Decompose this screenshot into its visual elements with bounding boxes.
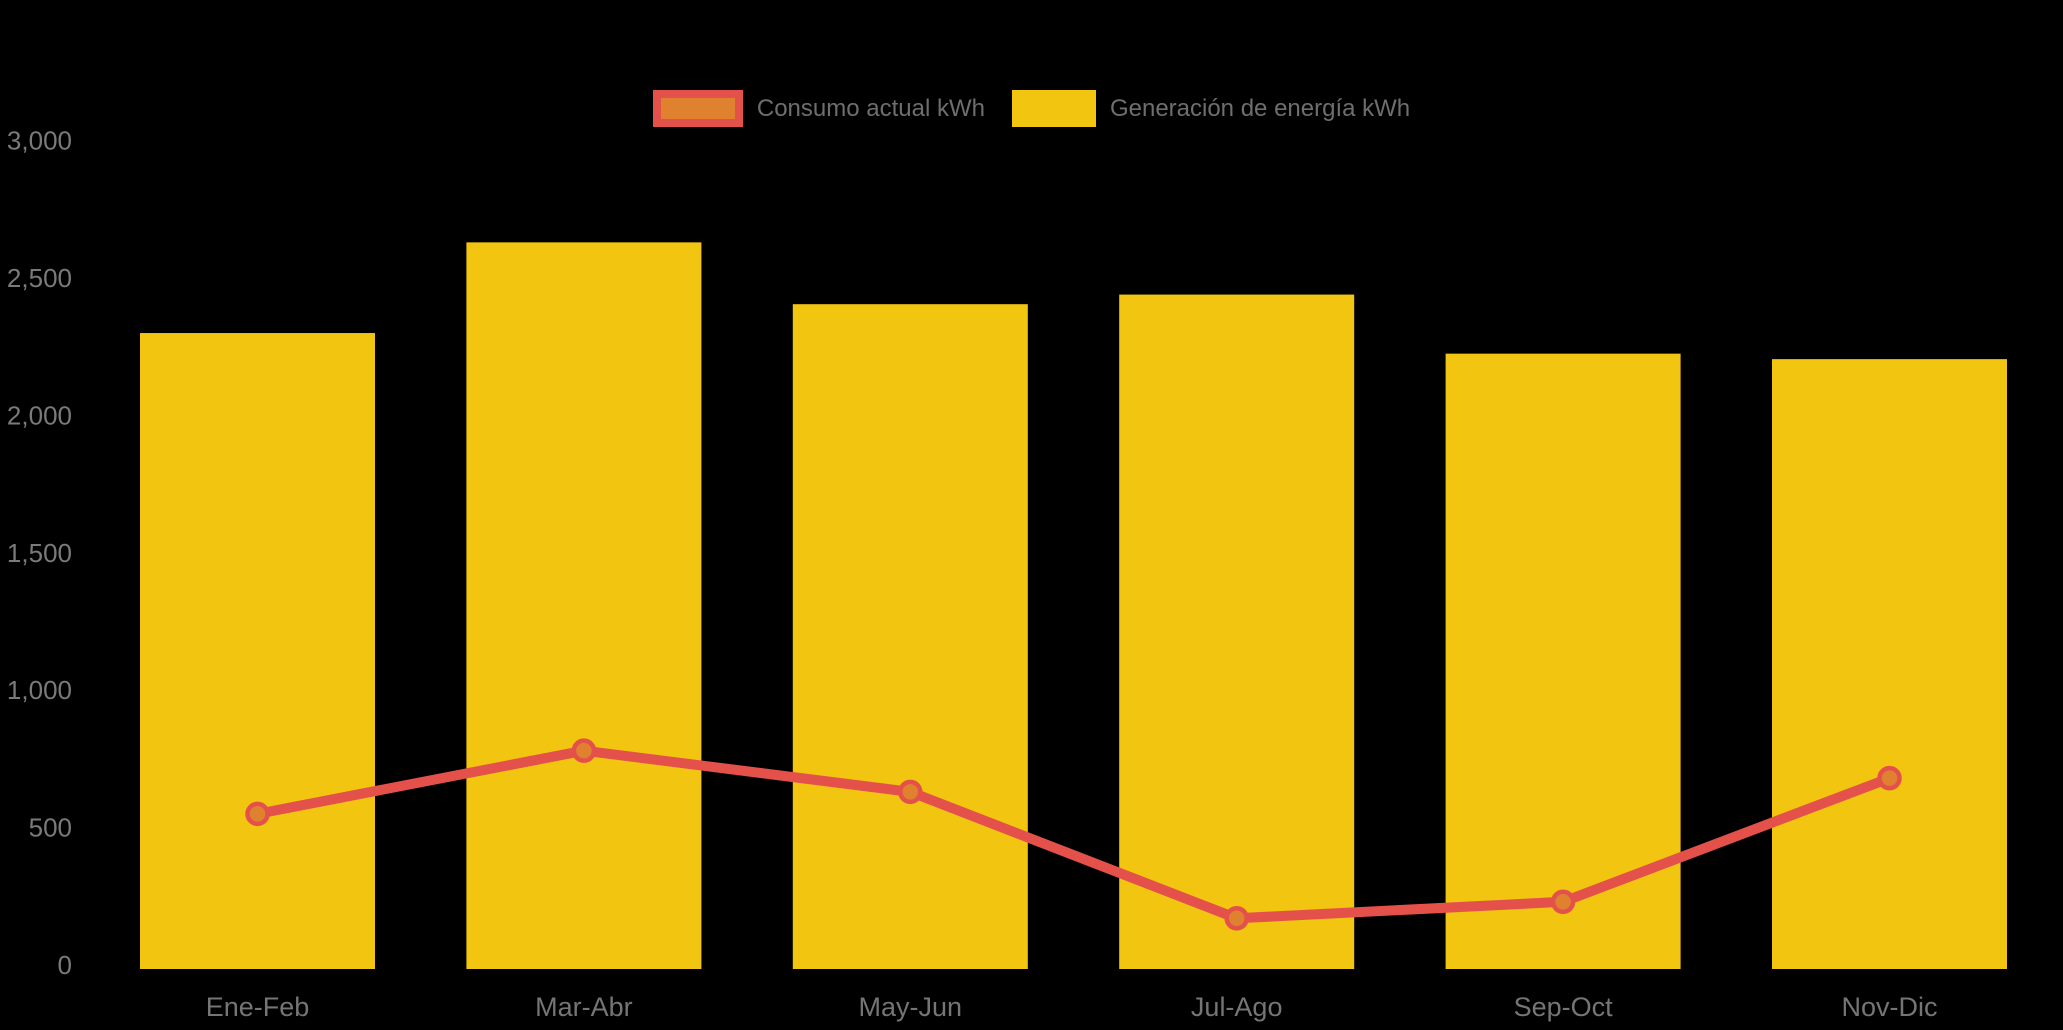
y-axis-tick-label: 1,000 (7, 675, 72, 705)
consumption-line-marker (1877, 765, 1902, 791)
consumption-line-marker (898, 779, 923, 805)
y-axis-tick-label: 500 (29, 813, 72, 843)
x-axis-category-label: Mar-Abr (535, 992, 633, 1022)
chart-legend: Consumo actual kWh Generación de energía… (0, 90, 2063, 127)
legend-swatch-consumo-icon (652, 90, 743, 127)
y-axis-tick-label: 2,000 (7, 400, 72, 430)
x-axis-category-label: May-Jun (859, 992, 963, 1022)
y-axis-tick-label: 0 (58, 950, 72, 980)
generation-bar (1445, 353, 1681, 969)
y-axis-tick-label: 3,000 (7, 126, 72, 156)
x-axis-category-label: Ene-Feb (206, 992, 310, 1022)
generation-bar (140, 333, 375, 970)
legend-label-consumo: Consumo actual kWh (756, 94, 985, 122)
legend-label-generacion: Generación de energía kWh (1109, 94, 1411, 122)
generation-bar (792, 304, 1028, 969)
consumption-line-marker (245, 801, 270, 827)
consumption-line-marker (1224, 906, 1249, 931)
consumption-line-marker (1550, 889, 1576, 915)
generation-bar (1119, 294, 1355, 969)
generation-bar (466, 242, 702, 970)
legend-item-consumo: Consumo actual kWh (652, 90, 985, 127)
x-axis-category-label: Nov-Dic (1841, 992, 1937, 1022)
x-axis-category-label: Sep-Oct (1514, 992, 1614, 1022)
legend-item-generacion: Generación de energía kWh (1011, 90, 1411, 127)
consumption-line-marker (571, 738, 597, 763)
y-axis-tick-label: 2,500 (7, 263, 72, 293)
consumption-line (252, 745, 1895, 924)
x-axis-category-label: Jul-Ago (1191, 992, 1283, 1022)
legend-swatch-generacion-icon (1011, 90, 1096, 127)
generation-bar (1772, 359, 2007, 969)
y-axis-tick-label: 1,500 (7, 538, 72, 568)
